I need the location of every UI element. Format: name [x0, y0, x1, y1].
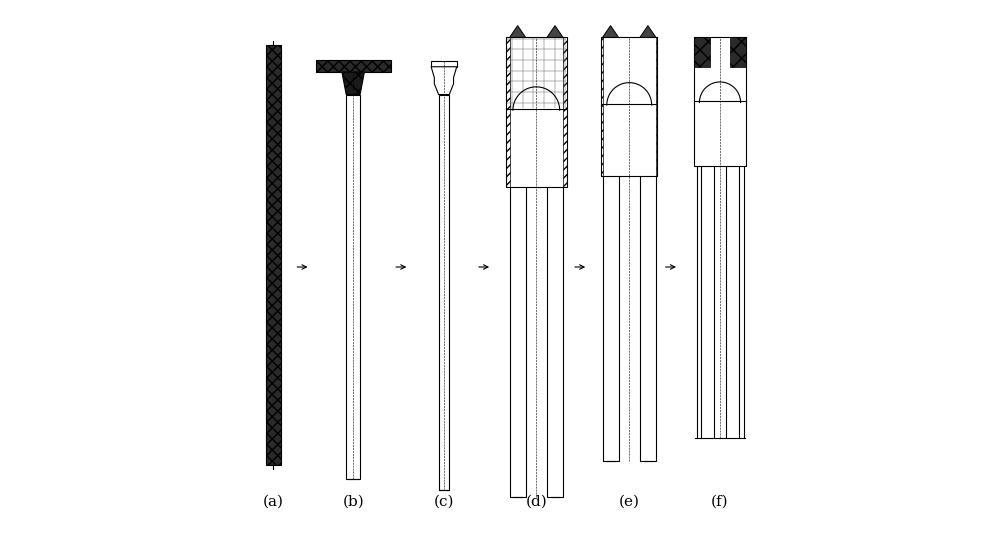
- Text: (c): (c): [434, 495, 454, 509]
- Polygon shape: [603, 26, 619, 37]
- Bar: [346, 95, 360, 479]
- Text: (e): (e): [619, 495, 640, 509]
- Bar: [601, 37, 657, 176]
- Bar: [603, 174, 619, 461]
- Bar: [601, 37, 603, 176]
- Polygon shape: [547, 26, 563, 37]
- Text: (d): (d): [525, 495, 547, 509]
- Bar: [640, 174, 656, 461]
- Bar: [316, 60, 391, 72]
- Bar: [266, 45, 281, 465]
- Bar: [439, 95, 449, 490]
- Bar: [547, 184, 563, 497]
- Bar: [694, 37, 746, 166]
- Bar: [506, 37, 567, 187]
- Bar: [730, 37, 746, 67]
- Text: (a): (a): [263, 495, 284, 509]
- Polygon shape: [431, 67, 457, 95]
- Polygon shape: [342, 72, 364, 95]
- Text: (f): (f): [711, 495, 729, 509]
- Bar: [656, 37, 657, 176]
- Bar: [563, 37, 567, 187]
- Polygon shape: [640, 26, 656, 37]
- Bar: [510, 184, 526, 497]
- Polygon shape: [510, 26, 526, 37]
- Bar: [431, 61, 457, 67]
- Bar: [506, 37, 510, 187]
- Bar: [694, 37, 710, 67]
- Text: (b): (b): [342, 495, 364, 509]
